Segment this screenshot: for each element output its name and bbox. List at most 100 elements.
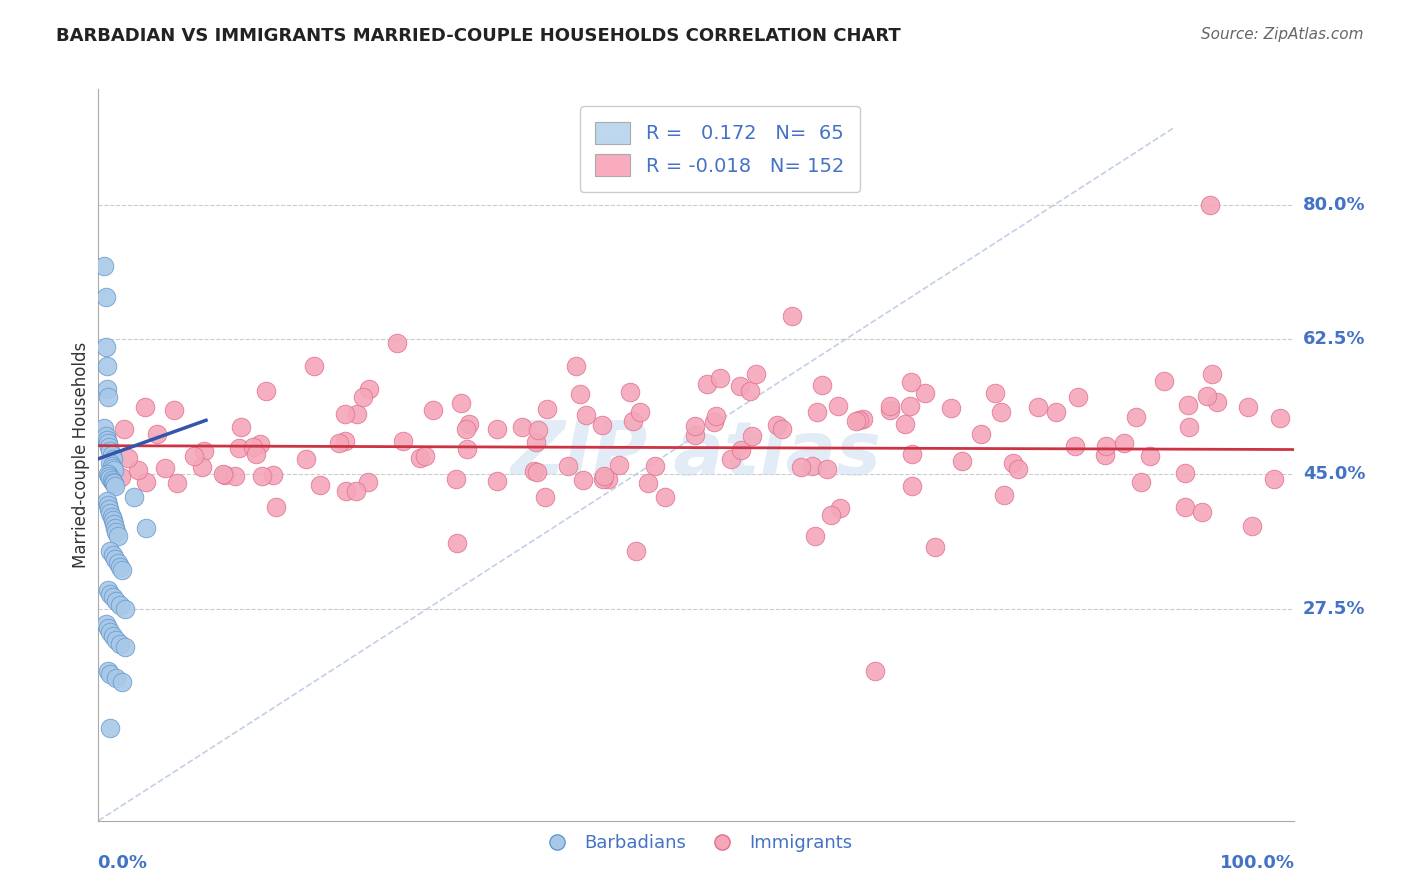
Point [526,465,548,479]
Point [454,422,477,436]
Point [101,591,124,605]
Point [828,500,851,515]
Point [134,400,156,414]
Point [409,450,432,465]
Point [352,391,374,405]
Point [93,421,115,435]
Point [993,488,1015,502]
Text: BARBADIAN VS IMMIGRANTS MARRIED-COUPLE HOUSEHOLDS CORRELATION CHART: BARBADIAN VS IMMIGRANTS MARRIED-COUPLE H… [56,27,901,45]
Point [114,422,136,436]
Point [534,490,557,504]
Point [104,552,127,566]
Point [108,559,131,574]
Point [242,440,264,454]
Point [97,498,120,512]
Point [153,461,176,475]
Point [135,475,157,489]
Point [111,675,134,690]
Point [98,468,121,483]
Point [263,468,285,483]
Point [1201,367,1223,381]
Point [984,386,1007,401]
Point [766,418,789,433]
Point [335,483,357,498]
Point [145,427,167,442]
Point [97,467,120,482]
Point [607,458,630,473]
Text: 80.0%: 80.0% [1303,195,1365,214]
Point [914,385,936,400]
Point [524,435,547,450]
Point [357,475,380,489]
Point [309,477,332,491]
Point [456,442,478,456]
Point [97,664,120,678]
Point [97,390,120,404]
Point [1007,462,1029,476]
Point [183,449,205,463]
Point [101,513,124,527]
Point [94,340,117,354]
Text: 62.5%: 62.5% [1303,330,1365,349]
Point [1191,506,1213,520]
Point [103,463,125,477]
Point [485,474,508,488]
Point [98,586,122,600]
Point [626,544,648,558]
Point [1206,395,1229,409]
Point [127,463,149,477]
Point [96,383,118,397]
Point [1130,475,1153,489]
Point [728,379,751,393]
Point [111,563,134,577]
Point [1174,500,1197,514]
Point [254,384,277,398]
Point [231,420,253,434]
Point [924,541,946,555]
Point [193,444,215,458]
Point [745,367,768,381]
Point [527,423,550,437]
Point [104,479,127,493]
Point [97,621,120,635]
Point [250,468,273,483]
Point [124,490,146,504]
Point [591,418,613,433]
Point [302,359,325,374]
Point [105,632,128,647]
Point [94,290,117,304]
Point [108,598,131,612]
Point [98,721,122,735]
Point [101,461,124,475]
Point [96,494,118,508]
Text: 27.5%: 27.5% [1303,600,1365,618]
Point [815,462,838,476]
Point [790,460,813,475]
Point [1195,388,1218,402]
Point [704,409,727,424]
Point [98,501,121,516]
Point [644,458,666,473]
Point [101,548,124,562]
Point [575,408,598,422]
Text: ZIP atlas: ZIP atlas [510,418,882,491]
Point [114,602,136,616]
Point [264,500,287,515]
Point [1240,518,1263,533]
Point [741,428,763,442]
Point [740,384,762,398]
Point [166,476,188,491]
Point [780,310,803,324]
Point [1178,420,1201,434]
Point [224,469,246,483]
Text: 45.0%: 45.0% [1303,465,1365,483]
Point [598,472,620,486]
Point [346,408,368,422]
Point [245,447,267,461]
Point [191,460,214,475]
Point [110,470,132,484]
Point [105,594,128,608]
Point [894,417,917,431]
Point [413,449,436,463]
Point [592,469,614,483]
